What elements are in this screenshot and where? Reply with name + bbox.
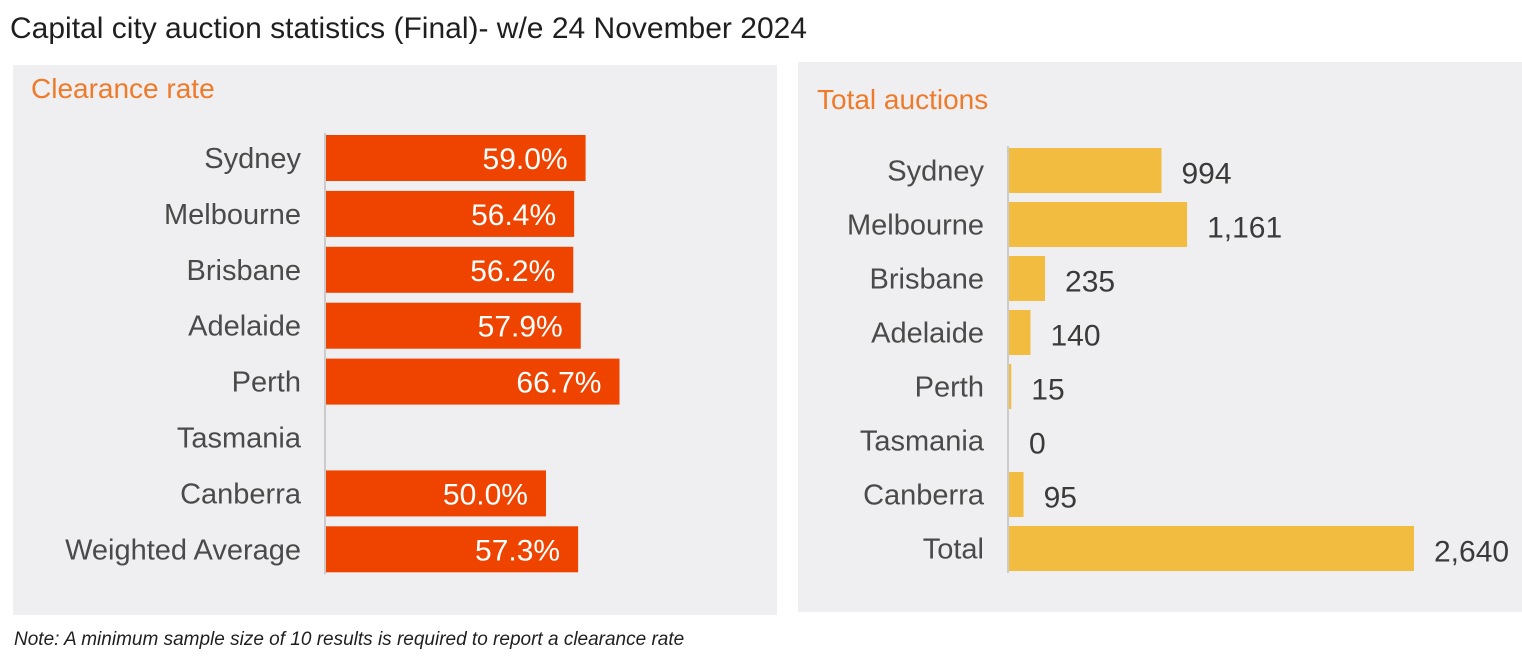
auctions-bar-canberra	[1009, 472, 1024, 517]
clearance-bar-adelaide	[326, 302, 581, 349]
clearance-value-label-weighted-average: 57.3%	[475, 534, 560, 567]
clearance-value-label-melbourne: 56.4%	[471, 199, 556, 232]
page-title: Capital city auction statistics (Final)-…	[10, 12, 807, 45]
auctions-value-label-perth: 15	[1031, 374, 1064, 407]
auctions-bar-total	[1009, 526, 1414, 571]
sample-size-note: Note: A minimum sample size of 10 result…	[14, 629, 685, 650]
auctions-bar-brisbane	[1009, 256, 1046, 301]
auctions-category-label-brisbane: Brisbane	[870, 264, 984, 296]
auctions-bar-sydney	[1009, 148, 1162, 193]
auctions-value-label-canberra: 95	[1044, 482, 1077, 515]
auctions-value-label-sydney: 994	[1181, 158, 1231, 191]
clearance-category-label-tasmania: Tasmania	[177, 423, 302, 455]
auctions-category-label-adelaide: Adelaide	[871, 318, 984, 350]
auctions-category-label-canberra: Canberra	[863, 480, 985, 512]
clearance-value-label-sydney: 59.0%	[483, 143, 568, 176]
clearance-value-label-brisbane: 56.2%	[470, 255, 555, 288]
auctions-value-label-tasmania: 0	[1029, 428, 1046, 461]
auctions-bar-perth	[1009, 364, 1012, 409]
clearance-value-label-perth: 66.7%	[516, 367, 601, 400]
clearance-category-label-brisbane: Brisbane	[187, 255, 301, 287]
clearance-bar-canberra	[326, 470, 546, 517]
clearance-rate-chart: Sydney 59.0% Melbourne 56.4% Brisbane 56.2% Ad…	[65, 133, 620, 575]
total-auctions-title: Total auctions	[817, 84, 989, 115]
total-auctions-chart: Sydney 994 Melbourne 1,161 Brisbane 235 Adelai…	[847, 146, 1509, 573]
auctions-value-label-melbourne: 1,161	[1207, 212, 1282, 245]
auctions-category-label-melbourne: Melbourne	[847, 210, 984, 242]
clearance-bar-sydney	[326, 135, 586, 181]
auctions-bar-melbourne	[1009, 202, 1188, 247]
total-auctions-panel: Total auctions Sydney 994 Melbourne 1,161 Br…	[798, 62, 1522, 612]
auctions-category-label-perth: Perth	[915, 372, 984, 404]
clearance-value-label-canberra: 50.0%	[443, 478, 528, 511]
auctions-category-label-sydney: Sydney	[887, 156, 984, 188]
clearance-category-label-perth: Perth	[232, 367, 301, 399]
auctions-value-label-adelaide: 140	[1050, 320, 1100, 353]
auctions-value-label-total: 2,640	[1434, 536, 1509, 569]
clearance-category-label-canberra: Canberra	[180, 478, 302, 510]
clearance-category-label-melbourne: Melbourne	[164, 199, 301, 231]
auctions-value-label-brisbane: 235	[1065, 266, 1115, 299]
auctions-category-label-tasmania: Tasmania	[860, 426, 985, 458]
clearance-category-label-weighted-average: Weighted Average	[65, 534, 301, 566]
clearance-bar-melbourne	[326, 190, 575, 237]
clearance-bar-perth	[326, 358, 620, 405]
auctions-category-label-total: Total	[923, 534, 984, 566]
clearance-category-label-adelaide: Adelaide	[188, 311, 301, 343]
clearance-rate-title: Clearance rate	[31, 73, 215, 104]
auctions-bar-adelaide	[1009, 310, 1031, 355]
clearance-bar-brisbane	[326, 246, 574, 293]
clearance-value-label-adelaide: 57.9%	[478, 311, 563, 344]
clearance-category-label-sydney: Sydney	[204, 143, 301, 175]
clearance-rate-panel: Clearance rate Sydney 59.0% Melbourne 56.4%…	[13, 65, 777, 615]
clearance-bar-weighted-average	[326, 526, 579, 573]
